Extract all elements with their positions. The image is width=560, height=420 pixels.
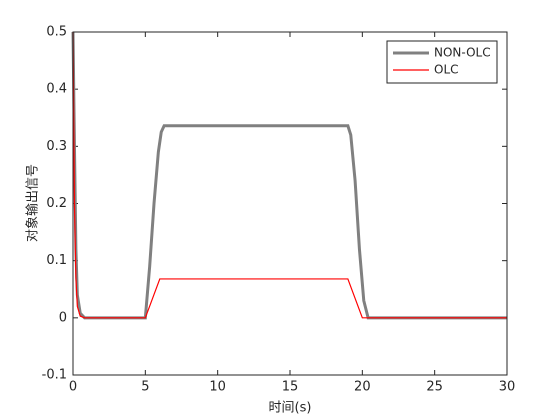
y-axis-label: 对象输出信号 (25, 164, 41, 242)
axes-box (72, 31, 508, 376)
legend-label: NON-OLC (434, 46, 491, 60)
y-tick-label: 0.2 (46, 196, 67, 211)
legend-box (386, 40, 498, 84)
series-line (72, 31, 507, 319)
y-tick-label: 0 (59, 310, 67, 325)
x-tick-label: 15 (282, 380, 299, 395)
x-tick-label: 20 (354, 380, 371, 395)
x-tick-label: 25 (426, 380, 443, 395)
y-tick-label: -0.1 (42, 368, 67, 383)
x-tick-label: 0 (69, 380, 77, 395)
x-axis-label: 时间(s) (269, 401, 312, 416)
y-tick-label: 0.5 (46, 25, 67, 40)
x-tick-label: 5 (141, 380, 149, 395)
x-tick-label: 10 (209, 380, 226, 395)
y-tick-label: 0.4 (46, 82, 67, 97)
x-tick-label: 30 (499, 380, 516, 395)
y-tick-label: 0.1 (46, 253, 67, 268)
y-tick-label: 0.3 (46, 139, 67, 154)
legend-label: OLC (434, 63, 459, 77)
